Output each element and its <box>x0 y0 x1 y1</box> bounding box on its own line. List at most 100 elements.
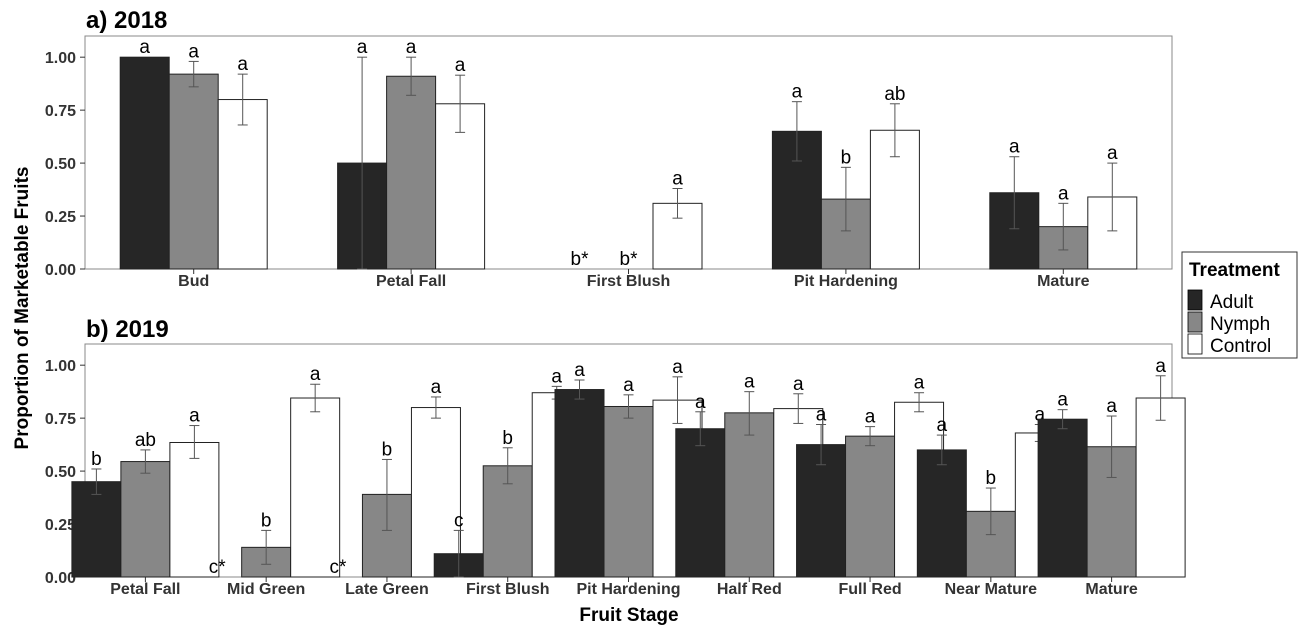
y-tick-label: 0.25 <box>45 517 76 534</box>
bar <box>724 412 775 578</box>
x-tick-label: Bud <box>178 273 209 290</box>
x-tick-label: Near Mature <box>945 581 1038 598</box>
bar <box>916 449 967 578</box>
x-axis-label: Fruit Stage <box>579 605 678 626</box>
bar <box>386 75 437 270</box>
significance-label: b <box>261 510 272 531</box>
significance-label: a <box>1009 137 1020 158</box>
bar <box>845 435 896 578</box>
significance-label: c <box>454 510 464 531</box>
legend-label-control: Control <box>1210 336 1271 357</box>
significance-label: a <box>672 169 683 190</box>
x-tick-label: Mid Green <box>227 581 305 598</box>
significance-label: a <box>793 374 804 395</box>
y-tick-label: 0.00 <box>45 570 76 587</box>
y-tick-label: 1.00 <box>45 50 76 67</box>
significance-label: a <box>816 404 827 425</box>
significance-label: b* <box>571 249 590 270</box>
bar <box>1037 418 1088 578</box>
significance-label: a <box>188 41 199 62</box>
x-tick-label: Mature <box>1037 273 1090 290</box>
y-tick-label: 0.50 <box>45 156 76 173</box>
bar <box>120 461 171 578</box>
significance-label: a <box>937 415 948 436</box>
y-tick-label: 0.00 <box>45 262 76 279</box>
significance-label: a <box>1057 390 1068 411</box>
legend-swatch-adult <box>1187 289 1203 311</box>
significance-label: a <box>1106 396 1117 417</box>
y-tick-label: 0.50 <box>45 464 76 481</box>
x-tick-label: Mature <box>1085 581 1138 598</box>
significance-label: b <box>986 468 997 489</box>
significance-label: a <box>1035 404 1046 425</box>
bar <box>168 73 219 270</box>
significance-label: ab <box>884 84 905 105</box>
significance-label: a <box>792 82 803 103</box>
bar <box>71 481 122 578</box>
x-tick-label: Half Red <box>717 581 782 598</box>
significance-label: a <box>189 406 200 427</box>
significance-label: a <box>431 377 442 398</box>
legend-label-adult: Adult <box>1210 292 1254 313</box>
significance-label: a <box>310 364 321 385</box>
significance-label: a <box>623 375 634 396</box>
significance-label: b <box>382 439 393 460</box>
significance-label: a <box>455 55 466 76</box>
panel-a-title: a) 2018 <box>86 7 167 34</box>
significance-label: a <box>672 357 683 378</box>
y-tick-label: 0.75 <box>45 411 76 428</box>
y-tick-label: 0.25 <box>45 209 76 226</box>
significance-label: b <box>502 428 513 449</box>
significance-label: a <box>357 37 368 58</box>
significance-label: c* <box>329 557 347 578</box>
bar <box>554 389 605 578</box>
significance-label: a <box>551 366 562 387</box>
x-tick-label: First Blush <box>466 581 550 598</box>
x-tick-label: Late Green <box>345 581 429 598</box>
panel-b-title: b) 2019 <box>86 316 169 343</box>
legend-label-nymph: Nymph <box>1210 314 1270 335</box>
significance-label: a <box>914 373 925 394</box>
x-tick-label: Petal Fall <box>110 581 180 598</box>
bar <box>169 441 220 578</box>
significance-label: a <box>574 360 585 381</box>
significance-label: a <box>406 37 417 58</box>
x-tick-label: Pit Hardening <box>794 273 898 290</box>
bar <box>482 465 533 578</box>
bar <box>290 397 341 578</box>
significance-label: a <box>1058 183 1069 204</box>
significance-label: b <box>91 449 102 470</box>
significance-label: a <box>695 392 706 413</box>
significance-label: a <box>1107 143 1118 164</box>
bar <box>603 405 654 578</box>
bar <box>675 428 726 578</box>
significance-label: b* <box>620 249 639 270</box>
x-tick-label: Pit Hardening <box>576 581 680 598</box>
bar <box>119 56 170 270</box>
significance-label: a <box>1155 356 1166 377</box>
bar <box>1135 397 1186 578</box>
significance-label: c* <box>209 557 227 578</box>
significance-label: a <box>865 407 876 428</box>
significance-label: ab <box>135 430 156 451</box>
x-tick-label: First Blush <box>587 273 671 290</box>
bar <box>410 407 461 578</box>
x-tick-label: Full Red <box>839 581 902 598</box>
significance-label: a <box>237 54 248 75</box>
significance-label: a <box>744 372 755 393</box>
legend-swatch-control <box>1187 333 1203 355</box>
legend: Treatment Adult Nymph Control <box>1181 251 1298 359</box>
significance-label: b <box>841 147 852 168</box>
significance-label: a <box>139 37 150 58</box>
bar <box>217 99 268 270</box>
y-tick-label: 0.75 <box>45 103 76 120</box>
y-tick-label: 1.00 <box>45 358 76 375</box>
y-axis-label: Proportion of Marketable Fruits <box>12 167 33 450</box>
panel-2018: 0.00 0.25 0.50 0.75 1.00 Bud a a a Petal Fall a a a F… <box>45 35 1173 290</box>
x-tick-label: Petal Fall <box>376 273 446 290</box>
bar <box>796 444 847 578</box>
legend-swatch-nymph <box>1187 311 1203 333</box>
legend-title: Treatment <box>1189 260 1280 281</box>
